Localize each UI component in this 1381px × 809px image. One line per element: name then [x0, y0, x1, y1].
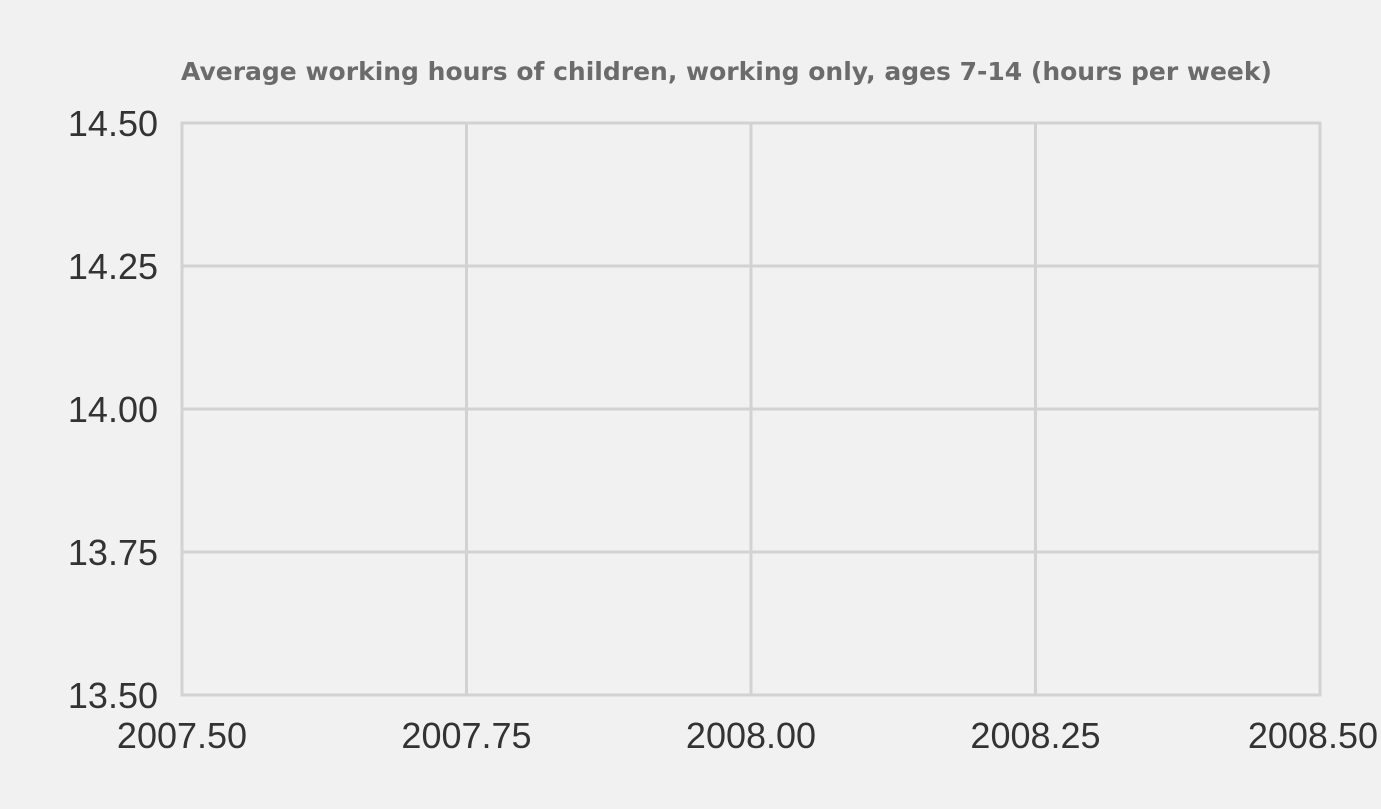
x-axis: 2007.50 2007.75 2008.00 2008.25 2008.50 — [117, 715, 1378, 756]
y-tick-label: 14.00 — [68, 389, 158, 430]
y-tick-label: 14.25 — [68, 246, 158, 287]
x-tick-label: 2008.50 — [1248, 715, 1378, 756]
x-tick-label: 2008.25 — [970, 715, 1100, 756]
x-tick-label: 2008.00 — [686, 715, 816, 756]
plot-area — [180, 121, 1322, 697]
y-tick-label: 13.75 — [68, 532, 158, 573]
x-tick-label: 2007.50 — [117, 715, 247, 756]
y-tick-label: 13.50 — [68, 675, 158, 716]
chart-title: Average working hours of children, worki… — [181, 57, 1272, 86]
grid — [180, 121, 1322, 697]
x-tick-label: 2007.75 — [401, 715, 531, 756]
y-axis: 14.50 14.25 14.00 13.75 13.50 — [68, 103, 158, 716]
y-tick-label: 14.50 — [68, 103, 158, 144]
